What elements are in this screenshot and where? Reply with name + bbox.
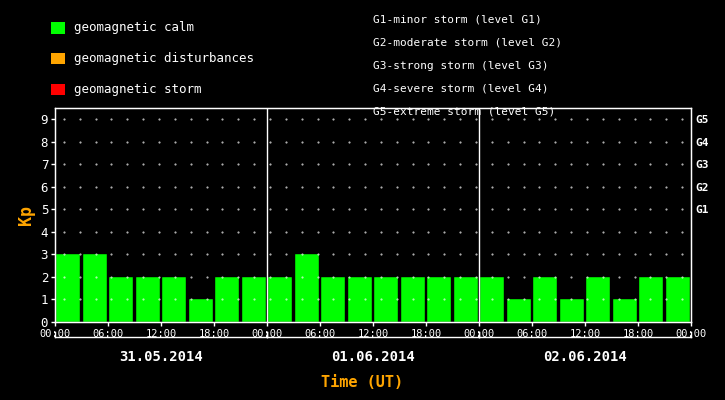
- Text: geomagnetic storm: geomagnetic storm: [74, 83, 202, 96]
- Bar: [109, 277, 133, 322]
- Bar: [189, 300, 212, 322]
- Bar: [560, 300, 584, 322]
- Text: Time (UT): Time (UT): [321, 375, 404, 390]
- Bar: [136, 277, 160, 322]
- Bar: [268, 277, 292, 322]
- Bar: [587, 277, 610, 322]
- Text: geomagnetic disturbances: geomagnetic disturbances: [74, 52, 254, 65]
- Y-axis label: Kp: Kp: [17, 205, 35, 225]
- Bar: [83, 254, 107, 322]
- Bar: [534, 277, 557, 322]
- Bar: [666, 277, 689, 322]
- Bar: [480, 277, 504, 322]
- Bar: [57, 254, 80, 322]
- Text: 02.06.2014: 02.06.2014: [543, 350, 627, 364]
- Bar: [295, 254, 319, 322]
- Bar: [507, 300, 531, 322]
- Text: G4-severe storm (level G4): G4-severe storm (level G4): [373, 84, 549, 94]
- Text: 01.06.2014: 01.06.2014: [331, 350, 415, 364]
- Text: G1-minor storm (level G1): G1-minor storm (level G1): [373, 14, 542, 24]
- Text: G2-moderate storm (level G2): G2-moderate storm (level G2): [373, 38, 563, 48]
- Bar: [639, 277, 663, 322]
- Bar: [454, 277, 478, 322]
- Text: 31.05.2014: 31.05.2014: [119, 350, 203, 364]
- Bar: [321, 277, 345, 322]
- Bar: [215, 277, 239, 322]
- Bar: [242, 277, 266, 322]
- Bar: [401, 277, 425, 322]
- Bar: [427, 277, 451, 322]
- Bar: [348, 277, 372, 322]
- Bar: [162, 277, 186, 322]
- Bar: [374, 277, 398, 322]
- Text: geomagnetic calm: geomagnetic calm: [74, 22, 194, 34]
- Text: G5-extreme storm (level G5): G5-extreme storm (level G5): [373, 107, 555, 117]
- Bar: [613, 300, 637, 322]
- Text: G3-strong storm (level G3): G3-strong storm (level G3): [373, 61, 549, 70]
